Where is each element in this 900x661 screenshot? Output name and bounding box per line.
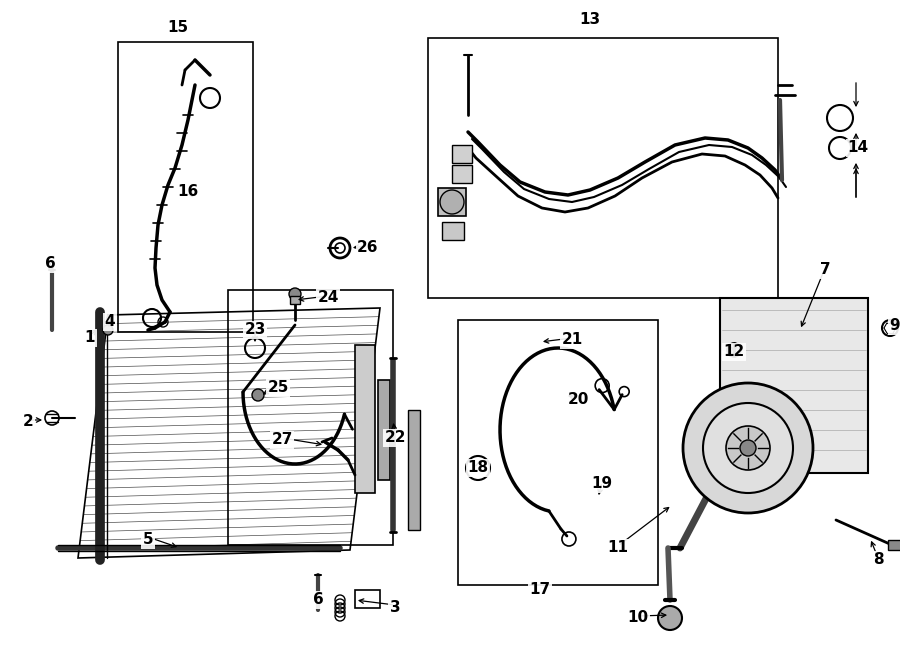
- Bar: [428, 38, 778, 298]
- Bar: [228, 290, 393, 545]
- Bar: [438, 188, 466, 216]
- Bar: [888, 540, 900, 550]
- Text: 26: 26: [357, 241, 379, 256]
- Text: 13: 13: [580, 13, 600, 28]
- Bar: [118, 42, 253, 332]
- Text: 20: 20: [567, 393, 589, 407]
- Circle shape: [658, 606, 682, 630]
- Bar: [452, 145, 472, 163]
- Bar: [408, 410, 420, 530]
- Circle shape: [703, 403, 793, 493]
- Text: 27: 27: [271, 432, 292, 447]
- Circle shape: [289, 288, 301, 300]
- Bar: [452, 165, 472, 183]
- Text: 24: 24: [318, 290, 338, 305]
- Text: 14: 14: [848, 141, 868, 155]
- Text: 23: 23: [244, 323, 266, 338]
- Text: 6: 6: [312, 592, 323, 607]
- Text: 4: 4: [104, 315, 115, 329]
- Text: 8: 8: [873, 553, 883, 568]
- Text: 3: 3: [390, 600, 400, 615]
- Circle shape: [727, 343, 741, 357]
- Text: 19: 19: [591, 477, 613, 492]
- Bar: [355, 345, 375, 493]
- Text: 9: 9: [890, 319, 900, 334]
- Bar: [720, 298, 868, 473]
- Text: 6: 6: [45, 256, 56, 272]
- Bar: [290, 296, 300, 304]
- Text: 5: 5: [143, 533, 153, 547]
- Text: 12: 12: [724, 344, 744, 360]
- Bar: [442, 222, 464, 240]
- Text: 25: 25: [267, 381, 289, 395]
- Circle shape: [740, 440, 756, 456]
- Text: 21: 21: [562, 332, 582, 348]
- Bar: [355, 590, 380, 608]
- Text: 16: 16: [177, 184, 199, 200]
- Text: 10: 10: [627, 611, 649, 625]
- Text: 11: 11: [608, 541, 628, 555]
- Text: 22: 22: [384, 430, 406, 446]
- Circle shape: [683, 383, 813, 513]
- Bar: [458, 320, 658, 585]
- Bar: [378, 380, 390, 480]
- Circle shape: [252, 389, 264, 401]
- Text: 7: 7: [820, 262, 831, 278]
- Circle shape: [103, 325, 113, 335]
- Text: 2: 2: [22, 414, 33, 430]
- Circle shape: [726, 426, 770, 470]
- Circle shape: [440, 190, 464, 214]
- Text: 1: 1: [85, 330, 95, 346]
- Text: 18: 18: [467, 461, 489, 475]
- Text: 15: 15: [167, 20, 189, 36]
- Text: 17: 17: [529, 582, 551, 598]
